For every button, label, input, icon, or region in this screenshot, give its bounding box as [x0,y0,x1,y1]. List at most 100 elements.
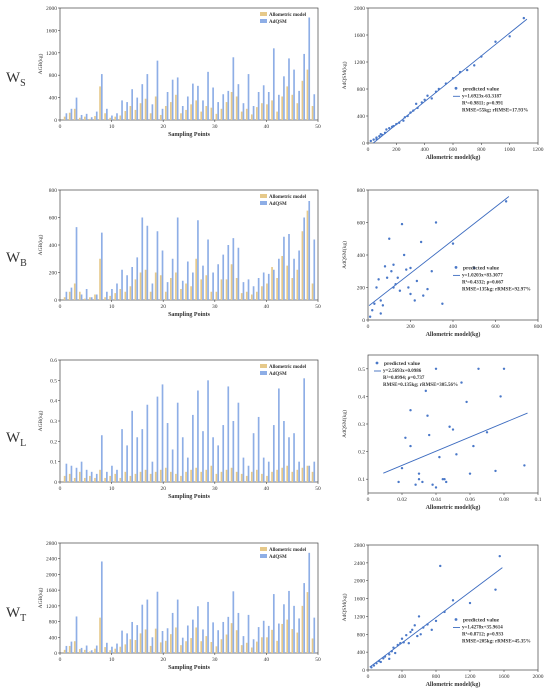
bar-ws-legend-label: AdQSM [269,20,287,25]
bar-wt-xtick-label: 40 [264,657,270,663]
bar-wt-bar-adqsm [90,650,93,653]
bar-wl-bar-adqsm [85,469,88,482]
bar-ws-bar-allometric [89,118,91,120]
bar-wt-ytick-label: 0 [54,651,57,657]
sc-ws-ytick-label: 2000 [354,6,365,12]
bar-ws-legend-swatch [260,19,267,23]
bar-wl-bar-adqsm [237,402,240,482]
sc-wl-point [421,480,424,484]
bar-ws-bar-allometric [68,112,71,120]
bar-wl-bar-allometric [104,477,106,482]
bar-wl-bar-adqsm [308,465,311,482]
bar-wb-bar-allometric [250,294,253,300]
bar-wt-bar-adqsm [85,645,88,653]
bar-ws-bar-allometric [104,113,106,120]
bar-wt-bar-adqsm [232,591,235,653]
bar-wt-bar-allometric [296,632,299,653]
sc-wt-frame [367,544,539,671]
bar-wt-bar-adqsm [181,637,184,653]
bar-wt-bar-allometric [109,650,111,653]
bar-wb-bar-adqsm [116,283,118,300]
bar-wl-bar-allometric [109,475,111,482]
bar-wb-xtick-label: 50 [315,304,321,310]
sc-ws-ytick-label: 800 [357,87,366,93]
bar-ws-bar-allometric [154,96,157,120]
bar-ws-bar-allometric [164,106,167,120]
bar-ws-bar-allometric [311,106,314,120]
sc-wb-point [451,242,455,245]
bar-wt-bar-adqsm [75,616,78,653]
bar-wl-bar-allometric [266,475,268,482]
bar-ws-bar-adqsm [80,114,83,120]
bar-wt-bar-adqsm [161,631,164,653]
sc-ws-xtick-label: 0 [367,147,370,153]
bar-wt-xlabel: Sampling Points [168,665,211,671]
sc-ws-xtick-label: 800 [477,147,486,153]
bar-ws-bar-adqsm [298,90,300,120]
bar-wb-bar-allometric [134,279,137,300]
bar-wl-bar-adqsm [116,469,118,482]
bar-wl-bar-adqsm [161,384,164,482]
bar-wb-legend-swatch [260,194,267,198]
bar-wt-bar-adqsm [111,646,113,653]
bar-ws-xtick-label: 50 [315,124,321,130]
sc-ws-stat-text: R²=0.9811; ρ=0.991 [462,100,504,106]
sc-wb-stat-text: RMSE=135kg; rRMSE=92.97% [462,287,531,292]
sc-wt-point [405,633,408,637]
sc-wb-ytick-label: 600 [357,221,366,227]
sc-wt-ytick-label: 1200 [354,614,365,620]
bar-wt-ytick-label: 1600 [46,588,57,594]
bar-wl-bar-adqsm [257,416,260,482]
bar-ws-bar-allometric [210,107,213,120]
bar-wl-bar-allometric [276,469,278,482]
bar-wl-bar-allometric [311,471,314,482]
sc-wt-point [375,662,378,665]
sc-wb-point [405,268,408,271]
bar-wl-ytick-label: 0.1 [50,460,57,466]
sc-wl-point [441,478,444,481]
sc-wl-point [494,469,497,473]
bar-ws-bar-adqsm [207,71,209,120]
bar-wb-bar-adqsm [121,269,123,300]
bar-wt-bar-adqsm [100,561,103,653]
bar-ws-bar-allometric [220,108,223,120]
bar-wl-bar-adqsm [176,402,179,482]
bar-wl-bar-adqsm [202,431,204,482]
sc-wt-point [390,650,393,653]
bar-wb-bar-allometric [99,258,101,300]
sc-wt-point [388,653,391,656]
bar-wb-bar-adqsm [90,297,93,300]
bar-ws-bar-allometric [134,109,137,120]
bar-wt-bar-adqsm [262,620,265,653]
bar-wb-bar-adqsm [111,289,113,300]
bar-wt-bar-allometric [195,627,197,653]
sc-wb-frame [367,189,539,321]
bar-wl-bar-adqsm [65,463,68,482]
sc-ws-point [416,106,419,110]
bar-wl-bar-allometric [134,473,137,482]
bar-ws-bar-adqsm [197,85,199,120]
bar-wl-bar-allometric [256,469,258,482]
sc-wl-ytick-label: 0.5 [358,367,365,373]
sc-wl-ylabel: AdQSM(kg) [341,410,348,438]
bar-wt-bar-allometric [84,649,86,653]
bar-wb-bar-allometric [104,297,106,300]
bar-wb-bar-adqsm [278,258,280,300]
bar-ws-bar-adqsm [252,106,255,120]
bar-wb-bar-allometric [205,275,208,300]
bar-wl-bar-allometric [235,471,238,482]
bar-wt-bar-adqsm [166,628,169,653]
bar-wb-bar-adqsm [181,280,184,300]
sc-wl-xtick-label: 0.08 [499,497,509,503]
bar-ws-bar-adqsm [146,74,149,120]
bar-wt-bar-allometric [149,645,152,653]
bar-wb-bar-allometric [291,278,294,300]
bar-wt-bar-adqsm [106,642,108,653]
bar-wb-ytick-label: 600 [49,216,58,222]
bar-ws-bar-adqsm [126,102,128,120]
bar-wl-bar-allometric [129,475,132,482]
bar-wt-bar-adqsm [288,590,290,653]
sc-ws-point [451,77,455,80]
bar-wb-bar-allometric [271,267,273,300]
bar-wl-bar-adqsm [192,414,194,482]
